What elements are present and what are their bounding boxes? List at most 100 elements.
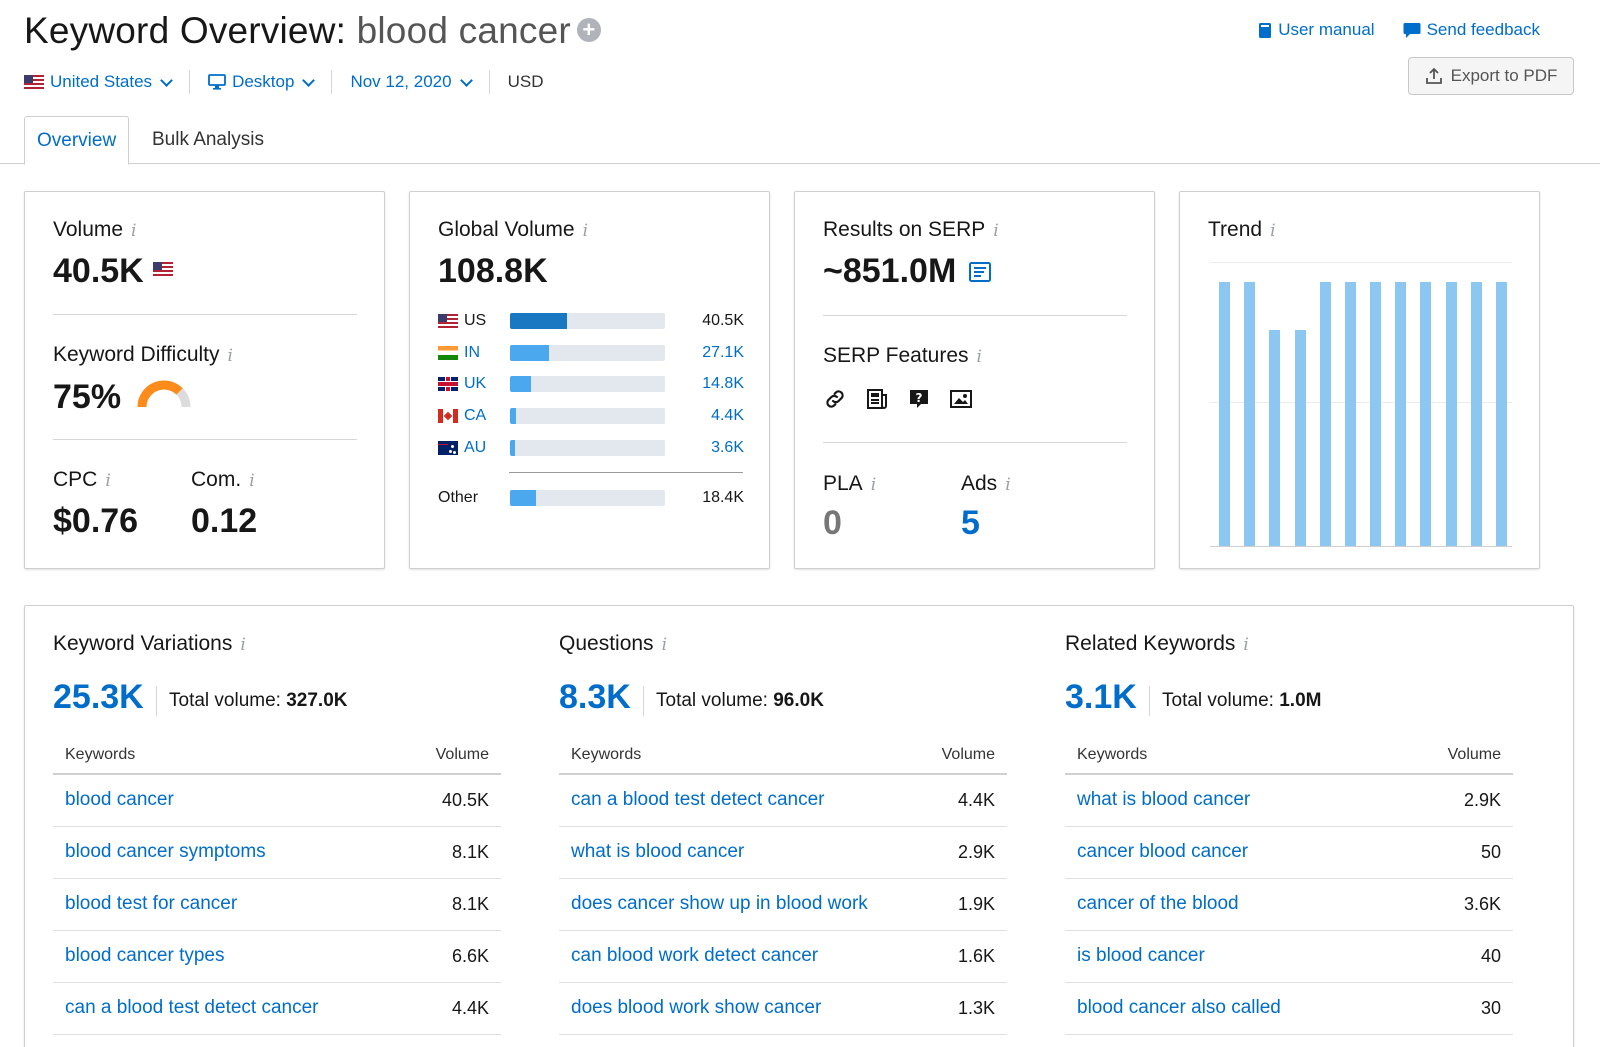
volume-value: 4.4K: [711, 407, 744, 424]
trend-chart: [1210, 262, 1512, 550]
keyword-link[interactable]: does cancer show up in blood work: [571, 893, 868, 914]
keyword-link[interactable]: can blood work detect cancer: [571, 945, 819, 966]
trend-bar[interactable]: [1294, 329, 1306, 546]
filter-bar: United States Desktop Nov 12, 2020 USD: [24, 70, 579, 94]
global-volume-row-au[interactable]: AU 3.6K: [438, 438, 744, 458]
serp-features-icons: ?: [823, 387, 973, 411]
keyword-link[interactable]: blood test for cancer: [65, 893, 238, 914]
info-icon[interactable]: i: [1243, 635, 1249, 655]
keyword-link[interactable]: can a blood test detect cancer: [571, 789, 825, 810]
keyword-variations-title: Keyword Variations i: [53, 632, 246, 655]
user-manual-link[interactable]: User manual: [1258, 20, 1375, 40]
keywords-column-header[interactable]: Keywords: [1077, 746, 1148, 763]
info-icon[interactable]: i: [661, 635, 667, 655]
keyword-link[interactable]: does blood work show cancer: [571, 997, 822, 1018]
canada-flag-icon: [438, 409, 458, 423]
volume-column-header[interactable]: Volume: [1447, 746, 1501, 763]
question-icon[interactable]: ?: [907, 387, 931, 411]
global-volume-value: 108.8K: [438, 252, 548, 290]
keyword-variations-total-volume: Total volume: 327.0K: [156, 686, 348, 716]
trend-card: Trend i: [1179, 191, 1540, 569]
image-icon[interactable]: [949, 387, 973, 411]
news-icon[interactable]: [865, 387, 889, 411]
add-keyword-plus-icon[interactable]: +: [576, 18, 601, 42]
table-header: Keywords Volume: [1065, 737, 1513, 775]
trend-bar[interactable]: [1420, 282, 1432, 546]
volume-bar: [510, 345, 665, 361]
keyword-link[interactable]: blood cancer symptoms: [65, 841, 266, 862]
trend-bar[interactable]: [1244, 282, 1256, 546]
keyword-link[interactable]: cancer blood cancer: [1077, 841, 1249, 862]
related-keywords-count[interactable]: 3.1K: [1065, 678, 1137, 716]
serp-features-label: SERP Features i: [823, 344, 982, 367]
date-select[interactable]: Nov 12, 2020: [350, 70, 490, 94]
trend-bar[interactable]: [1370, 282, 1382, 546]
keywords-column-header[interactable]: Keywords: [65, 746, 136, 763]
send-feedback-link[interactable]: Send feedback: [1403, 20, 1540, 40]
info-icon[interactable]: i: [240, 635, 246, 655]
keyword-volume: 4.4K: [451, 998, 489, 1018]
tab-bulk-analysis[interactable]: Bulk Analysis: [152, 129, 264, 150]
table-row: blood test for cancer 8.1K: [53, 879, 501, 931]
country-label: United States: [50, 72, 153, 91]
trend-bar[interactable]: [1495, 282, 1507, 546]
keyword-link[interactable]: what is blood cancer: [1077, 789, 1251, 810]
link-icon[interactable]: [823, 387, 847, 411]
info-icon[interactable]: i: [870, 475, 877, 495]
trend-bar[interactable]: [1445, 282, 1457, 546]
keyword-volume: 6.6K: [451, 946, 489, 966]
pla-label: PLA i: [823, 472, 877, 495]
info-icon[interactable]: i: [1005, 475, 1011, 495]
global-volume-row-ca[interactable]: CA 4.4K: [438, 406, 744, 426]
volume-column-header[interactable]: Volume: [941, 746, 995, 763]
table-row: what is blood cancer 2.9K: [559, 827, 1007, 879]
chevron-down-icon: [459, 73, 473, 87]
us-flag-icon: [24, 75, 44, 89]
serp-page-icon[interactable]: [968, 260, 992, 284]
trend-label: Trend i: [1208, 218, 1276, 241]
info-icon[interactable]: i: [1270, 221, 1276, 241]
keyword-link[interactable]: can a blood test detect cancer: [65, 997, 319, 1018]
related-keywords-title: Related Keywords i: [1065, 632, 1249, 655]
cpc-label: CPC i: [53, 468, 111, 491]
export-pdf-button[interactable]: Export to PDF: [1408, 57, 1574, 95]
info-icon[interactable]: i: [582, 221, 589, 241]
trend-bar[interactable]: [1319, 282, 1331, 546]
global-volume-row-in[interactable]: IN 27.1K: [438, 343, 744, 363]
table-row: does cancer show up in blood work 1.9K: [559, 879, 1007, 931]
country-select[interactable]: United States: [24, 70, 191, 94]
info-icon[interactable]: i: [105, 471, 111, 491]
volume-column-header[interactable]: Volume: [435, 746, 489, 763]
info-icon[interactable]: i: [249, 471, 255, 491]
global-volume-row-uk[interactable]: UK 14.8K: [438, 374, 744, 394]
device-select[interactable]: Desktop: [208, 70, 333, 94]
trend-bar[interactable]: [1219, 282, 1231, 546]
info-icon[interactable]: i: [227, 346, 233, 366]
trend-bar[interactable]: [1395, 282, 1407, 546]
keyword-link[interactable]: blood cancer: [65, 789, 174, 810]
table-row: blood cancer 40.5K: [53, 775, 501, 827]
trend-bar[interactable]: [1470, 282, 1482, 546]
keywords-column-header[interactable]: Keywords: [571, 746, 642, 763]
info-icon[interactable]: i: [993, 221, 999, 241]
keyword-link[interactable]: blood cancer also called: [1077, 997, 1281, 1018]
info-icon[interactable]: i: [131, 221, 137, 241]
tab-overview[interactable]: Overview: [24, 116, 130, 165]
trend-bar[interactable]: [1344, 282, 1356, 546]
keyword-link[interactable]: is blood cancer: [1077, 945, 1205, 966]
global-volume-row-us: US 40.5K: [438, 311, 744, 331]
volume-value: 14.8K: [702, 375, 744, 392]
volume-value: 3.6K: [711, 439, 744, 456]
trend-bar[interactable]: [1269, 329, 1281, 546]
keyword-variations-count[interactable]: 25.3K: [53, 678, 144, 716]
keyword-link[interactable]: cancer of the blood: [1077, 893, 1239, 914]
info-icon[interactable]: i: [976, 347, 982, 367]
keyword-link[interactable]: what is blood cancer: [571, 841, 745, 862]
questions-count[interactable]: 8.3K: [559, 678, 631, 716]
date-label: Nov 12, 2020: [350, 72, 452, 91]
keyword-link[interactable]: blood cancer types: [65, 945, 225, 966]
user-manual-label: User manual: [1278, 20, 1375, 39]
questions-total-volume: Total volume: 96.0K: [643, 686, 824, 716]
ads-value[interactable]: 5: [961, 504, 980, 542]
export-pdf-label: Export to PDF: [1450, 66, 1558, 85]
